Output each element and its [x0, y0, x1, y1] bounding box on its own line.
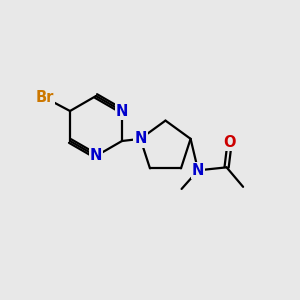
Text: N: N [116, 103, 128, 118]
Text: N: N [90, 148, 102, 164]
Text: N: N [134, 131, 147, 146]
Text: O: O [223, 135, 236, 150]
Text: N: N [192, 163, 204, 178]
Text: Br: Br [35, 90, 54, 105]
